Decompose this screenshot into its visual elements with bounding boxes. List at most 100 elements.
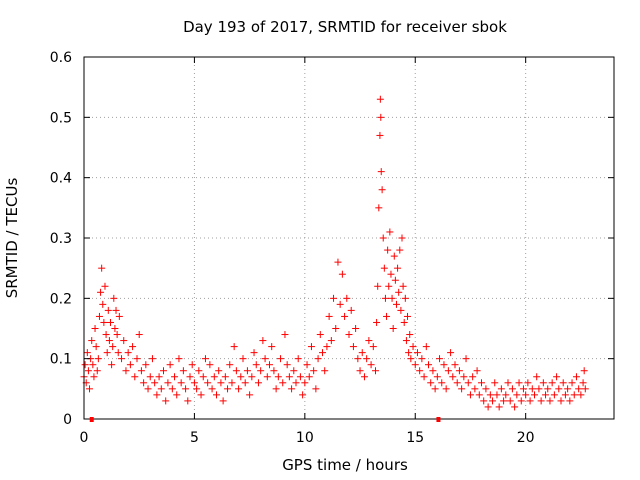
data-point <box>519 385 527 393</box>
data-point <box>310 367 318 375</box>
data-point <box>241 379 249 387</box>
data-point <box>407 355 415 363</box>
data-point <box>129 343 137 351</box>
data-point <box>486 391 494 399</box>
data-point <box>274 373 282 381</box>
data-point <box>580 367 588 375</box>
data-point <box>392 300 400 308</box>
data-point <box>124 349 132 357</box>
y-tick-label: 0.1 <box>50 352 72 368</box>
data-point <box>422 343 430 351</box>
data-point <box>153 391 161 399</box>
data-point <box>312 385 320 393</box>
data-point <box>89 361 97 369</box>
data-point <box>390 252 398 260</box>
data-point <box>215 367 223 375</box>
data-point <box>347 306 355 314</box>
data-point <box>142 361 150 369</box>
data-point <box>235 385 243 393</box>
data-point <box>204 379 212 387</box>
data-point <box>319 349 326 357</box>
data-point <box>526 397 534 405</box>
data-point <box>110 294 118 302</box>
data-point <box>259 337 267 345</box>
data-point <box>349 343 357 351</box>
y-tick-label: 0.5 <box>50 110 72 126</box>
data-point <box>502 391 510 399</box>
data-point <box>429 367 437 375</box>
data-point <box>224 385 232 393</box>
data-point <box>190 379 198 387</box>
data-point <box>303 361 311 369</box>
data-point <box>104 306 112 314</box>
data-point <box>564 385 572 393</box>
data-point <box>332 325 340 332</box>
data-point <box>438 379 446 387</box>
data-point <box>126 361 134 369</box>
data-point <box>524 379 532 387</box>
data-point <box>294 355 302 363</box>
data-point <box>135 331 143 339</box>
data-point <box>400 318 408 326</box>
data-point <box>508 385 516 393</box>
data-point <box>105 337 113 345</box>
data-point <box>133 355 141 363</box>
data-point <box>383 312 391 320</box>
data-point <box>175 355 183 363</box>
data-point <box>372 367 379 375</box>
data-point <box>555 385 563 393</box>
data-point <box>504 379 512 387</box>
data-point <box>151 379 159 387</box>
interval-marker <box>89 417 94 422</box>
data-point <box>230 343 238 351</box>
data-point <box>221 373 229 381</box>
data-point <box>402 337 410 345</box>
data-point <box>338 270 346 278</box>
data-point <box>144 385 152 393</box>
data-point <box>327 337 335 345</box>
data-point <box>197 391 205 399</box>
data-point <box>451 361 459 369</box>
data-point <box>330 294 338 302</box>
data-point <box>146 373 154 381</box>
data-point <box>94 355 102 363</box>
data-point <box>416 367 424 375</box>
data-points <box>80 95 589 411</box>
data-point <box>239 355 247 363</box>
data-point <box>480 397 488 405</box>
data-point <box>404 312 412 320</box>
y-tick-label: 0.6 <box>50 50 72 66</box>
data-point <box>266 361 273 369</box>
data-point <box>537 397 545 405</box>
data-point <box>228 379 236 387</box>
data-point <box>81 361 89 369</box>
data-point <box>336 300 344 308</box>
data-point <box>290 367 298 375</box>
data-point <box>561 391 569 399</box>
data-point <box>395 288 403 296</box>
data-point <box>325 312 333 320</box>
data-point <box>112 306 120 314</box>
data-point <box>279 379 287 387</box>
data-point <box>114 349 122 357</box>
data-point <box>398 234 406 242</box>
data-point <box>270 367 278 375</box>
data-point <box>436 355 444 363</box>
data-point <box>572 373 580 381</box>
data-point <box>321 367 329 375</box>
data-point <box>307 343 315 351</box>
data-point <box>164 379 172 387</box>
data-point <box>385 282 393 290</box>
data-point <box>469 373 477 381</box>
data-point <box>358 349 366 357</box>
data-point <box>193 385 201 393</box>
data-point <box>352 325 360 332</box>
chart-title: Day 193 of 2017, SRMTID for receiver sbo… <box>183 18 507 36</box>
data-point <box>453 379 461 387</box>
data-point <box>301 379 309 387</box>
data-point <box>406 331 414 339</box>
data-point <box>391 276 399 284</box>
y-tick-label: 0 <box>63 412 72 428</box>
data-point <box>272 385 280 393</box>
data-point <box>316 331 324 339</box>
